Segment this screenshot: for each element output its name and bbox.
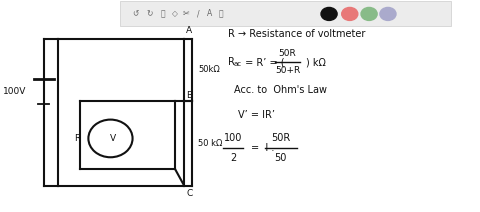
Text: ↺: ↺ xyxy=(132,10,139,18)
Text: =  I .: = I . xyxy=(251,143,274,153)
Text: 50R: 50R xyxy=(271,133,290,143)
Text: 50 kΩ: 50 kΩ xyxy=(198,139,222,148)
Text: 50+R: 50+R xyxy=(275,66,300,75)
Text: R → Resistance of voltmeter: R → Resistance of voltmeter xyxy=(228,29,365,39)
Text: V: V xyxy=(110,134,116,143)
Text: A: A xyxy=(207,10,212,18)
Text: ◇: ◇ xyxy=(172,10,178,18)
Text: /: / xyxy=(197,10,199,18)
Text: R: R xyxy=(228,57,235,67)
Text: = R’ = (: = R’ = ( xyxy=(241,57,284,67)
Text: 50: 50 xyxy=(275,153,287,163)
Text: ⤴: ⤴ xyxy=(161,10,166,18)
Text: ✄: ✄ xyxy=(183,10,190,18)
Text: Acc. to  Ohm's Law: Acc. to Ohm's Law xyxy=(234,85,327,95)
Ellipse shape xyxy=(342,7,358,20)
Text: A: A xyxy=(186,26,192,35)
Ellipse shape xyxy=(321,7,337,20)
Text: ↻: ↻ xyxy=(146,10,153,18)
Text: 100V: 100V xyxy=(3,87,26,96)
Text: 2: 2 xyxy=(230,153,236,163)
Ellipse shape xyxy=(361,7,377,20)
Text: R: R xyxy=(74,134,80,143)
Text: V’ = IR’: V’ = IR’ xyxy=(239,110,276,120)
Text: B: B xyxy=(186,91,192,100)
Text: 50R: 50R xyxy=(279,49,297,58)
Text: 50kΩ: 50kΩ xyxy=(198,66,220,74)
Text: ) kΩ: ) kΩ xyxy=(306,57,326,67)
Text: 100: 100 xyxy=(224,133,242,143)
Ellipse shape xyxy=(380,7,396,20)
Bar xyxy=(120,1,451,26)
Text: ac: ac xyxy=(234,61,242,67)
Text: ⬜: ⬜ xyxy=(218,10,223,18)
Text: C: C xyxy=(186,189,192,198)
